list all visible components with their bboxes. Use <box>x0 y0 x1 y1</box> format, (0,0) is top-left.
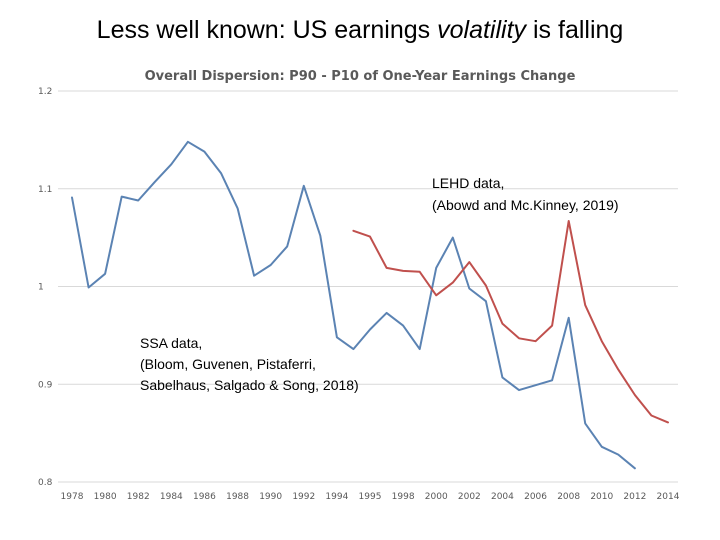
series-lines <box>71 140 669 470</box>
x-tick-label: 2002 <box>458 492 481 502</box>
annotation-ssa-line-1: SSA data, <box>140 335 202 351</box>
x-tick-label: 2014 <box>657 492 680 502</box>
x-tick-label: 1978 <box>61 492 84 502</box>
x-tick-label: 1995 <box>359 492 382 502</box>
x-tick-label: 2004 <box>491 492 514 502</box>
slide-title-end: is falling <box>526 16 624 44</box>
annotation-ssa-line-3: Sabelhaus, Salgado & Song, 2018) <box>140 377 359 393</box>
series-line-2 <box>352 220 669 424</box>
x-tick-label: 2010 <box>590 492 613 502</box>
x-tick-label: 2008 <box>557 492 580 502</box>
series-line-1 <box>71 140 636 470</box>
x-tick-label: 1986 <box>193 492 216 502</box>
slide-title: Less well known: US earnings volatility … <box>0 16 720 45</box>
gridlines <box>58 90 678 483</box>
chart-title: Overall Dispersion: P90 - P10 of One-Yea… <box>145 69 576 84</box>
slide-title-start: Less well known: US earnings <box>96 16 438 44</box>
x-axis-ticks: 1978 1980 1982 1984 1986 1988 1990 1992 1994 1995… <box>61 492 680 502</box>
annotation-ssa-line-2: (Bloom, Guvenen, Pistaferri, <box>140 356 316 372</box>
x-tick-label: 2000 <box>425 492 448 502</box>
annotation-ssa: SSA data, (Bloom, Guvenen, Pistaferri, S… <box>140 335 359 393</box>
y-tick-label: 1.2 <box>38 87 52 97</box>
annotation-lehd-line-2: (Abowd and Mc.Kinney, 2019) <box>432 197 619 213</box>
x-tick-label: 1984 <box>160 492 183 502</box>
x-tick-label: 2006 <box>524 492 547 502</box>
annotation-lehd-line-1: LEHD data, <box>432 175 504 191</box>
annotation-lehd: LEHD data, (Abowd and Mc.Kinney, 2019) <box>432 175 619 213</box>
y-tick-label: 1.1 <box>38 185 52 195</box>
y-tick-label: 0.9 <box>38 380 53 390</box>
y-tick-label: 1 <box>38 283 44 293</box>
x-tick-label: 1990 <box>259 492 282 502</box>
x-tick-label: 1988 <box>226 492 249 502</box>
x-tick-label: 1982 <box>127 492 150 502</box>
y-axis-ticks: 1.2 1.1 1 0.9 0.8 <box>38 87 53 488</box>
x-tick-label: 2012 <box>623 492 646 502</box>
slide-title-emphasis: volatility <box>437 16 527 44</box>
x-tick-label: 1992 <box>292 492 315 502</box>
y-tick-label: 0.8 <box>38 478 53 488</box>
x-tick-label: 1998 <box>392 492 415 502</box>
x-tick-label: 1994 <box>325 492 348 502</box>
x-tick-label: 1980 <box>94 492 117 502</box>
